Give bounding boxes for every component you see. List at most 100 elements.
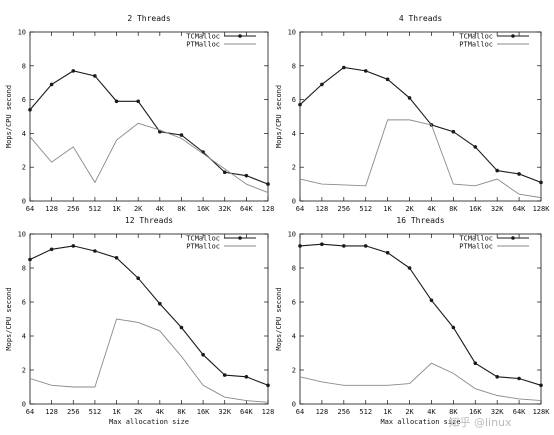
x-tick-label: 128 — [45, 408, 58, 416]
legend-label: PTMalloc — [459, 243, 493, 251]
series-line-ptmalloc — [299, 119, 542, 199]
legend-label: TCMalloc — [186, 33, 220, 41]
x-tick-label: 256 — [67, 205, 80, 213]
y-tick-label: 0 — [22, 198, 26, 206]
x-tick-label: 4K — [427, 408, 436, 416]
x-tick-label: 128 — [316, 205, 329, 213]
data-point-tcmalloc — [49, 82, 54, 87]
data-point-tcmalloc — [49, 247, 54, 252]
x-tick-label: 1K — [112, 205, 121, 213]
x-tick-label: 16K — [469, 205, 482, 213]
data-point-tcmalloc — [539, 383, 543, 388]
legend-label: TCMalloc — [459, 235, 493, 243]
x-tick-label: 64K — [513, 205, 526, 213]
x-tick-label: 64 — [26, 408, 34, 416]
series-line-ptmalloc — [299, 362, 542, 402]
data-point-tcmalloc — [385, 77, 390, 82]
chart-title: 12 Threads — [125, 216, 173, 225]
x-tick-label: 128 — [262, 205, 275, 213]
legend-marker — [238, 34, 242, 38]
y-tick-label: 4 — [22, 130, 26, 138]
y-tick-label: 4 — [22, 333, 26, 341]
legend-marker — [511, 34, 515, 38]
data-point-tcmalloc — [222, 373, 227, 377]
x-tick-label: 256 — [337, 205, 350, 213]
legend-label: PTMalloc — [186, 243, 220, 251]
data-point-tcmalloc — [363, 244, 368, 248]
y-tick-label: 8 — [22, 62, 26, 70]
y-tick-label: 0 — [292, 198, 296, 206]
series-line-tcmalloc — [299, 243, 542, 386]
plot-frame — [29, 233, 269, 405]
x-tick-label: 16K — [469, 408, 482, 416]
x-tick-label: 128 — [316, 408, 329, 416]
y-tick-label: 4 — [292, 130, 296, 138]
data-point-tcmalloc — [266, 383, 270, 388]
data-point-tcmalloc — [429, 298, 434, 303]
x-tick-label: 32K — [491, 408, 504, 416]
y-tick-label: 8 — [22, 265, 26, 273]
data-point-tcmalloc — [266, 182, 270, 186]
data-point-tcmalloc — [179, 325, 184, 330]
x-tick-label: 64 — [296, 408, 304, 416]
data-point-tcmalloc — [71, 69, 76, 73]
y-tick-label: 10 — [18, 29, 26, 37]
y-tick-label: 0 — [22, 401, 26, 409]
plot-frame — [29, 31, 269, 202]
data-point-tcmalloc — [114, 99, 119, 104]
x-tick-label: 128K — [533, 205, 551, 213]
data-point-tcmalloc — [244, 375, 249, 379]
x-tick-label: 64K — [240, 408, 253, 416]
plot-frame — [299, 233, 542, 405]
legend-marker — [511, 236, 515, 240]
x-axis-label: Max allocation size — [380, 418, 460, 426]
y-tick-label: 10 — [288, 29, 296, 37]
y-tick-label: 6 — [22, 96, 26, 104]
x-tick-label: 2K — [405, 408, 414, 416]
series-line-tcmalloc — [299, 66, 542, 183]
x-tick-label: 64K — [240, 205, 253, 213]
data-point-tcmalloc — [320, 82, 324, 87]
watermark-text: 知乎 @linux — [448, 415, 512, 429]
x-tick-label: 32K — [218, 205, 231, 213]
x-tick-label: 128 — [262, 408, 275, 416]
x-tick-label: 32K — [491, 205, 504, 213]
chart-panel: 0 2 4 6 8 10 64 128 256 512 1K 2K 4K 8K 16K 32K 64K 128 12… — [5, 216, 274, 426]
y-tick-label: 0 — [292, 401, 296, 409]
chart-panel: 0 2 4 6 8 10 64 128 256 512 1K 2K 4K 8K 16K 32K 64K 128 2 … — [5, 14, 274, 213]
x-tick-label: 8K — [177, 205, 186, 213]
y-tick-label: 2 — [292, 367, 296, 375]
x-tick-label: 4K — [427, 205, 436, 213]
data-point-tcmalloc — [517, 172, 521, 176]
data-point-tcmalloc — [298, 244, 302, 248]
data-point-tcmalloc — [114, 255, 119, 260]
chart-title: 2 Threads — [127, 14, 171, 23]
y-tick-label: 6 — [292, 299, 296, 307]
plot-frame — [299, 31, 542, 202]
data-point-tcmalloc — [28, 107, 32, 112]
y-axis-label: Mops/CPU second — [5, 287, 13, 350]
chart-title: 4 Threads — [399, 14, 443, 23]
legend-label: PTMalloc — [459, 41, 493, 49]
legend-label: TCMalloc — [459, 33, 493, 41]
data-point-tcmalloc — [136, 276, 140, 281]
x-tick-label: 64K — [513, 408, 526, 416]
series-line-tcmalloc — [29, 70, 269, 185]
x-tick-label: 2K — [134, 205, 143, 213]
data-point-tcmalloc — [93, 74, 97, 78]
y-tick-label: 6 — [22, 299, 26, 307]
x-tick-label: 4K — [156, 205, 165, 213]
data-point-tcmalloc — [28, 257, 32, 262]
chart-title: 16 Threads — [396, 216, 444, 225]
data-point-tcmalloc — [407, 266, 412, 270]
y-axis-label: Mops/CPU second — [275, 287, 283, 350]
y-tick-label: 2 — [22, 164, 26, 172]
y-axis-label: Mops/CPU second — [275, 85, 283, 148]
data-point-tcmalloc — [342, 65, 346, 70]
x-tick-label: 128 — [45, 205, 58, 213]
y-tick-label: 6 — [292, 96, 296, 104]
data-point-tcmalloc — [451, 129, 456, 134]
legend-marker — [238, 236, 242, 240]
x-tick-label: 2K — [405, 205, 414, 213]
data-point-tcmalloc — [342, 244, 346, 248]
